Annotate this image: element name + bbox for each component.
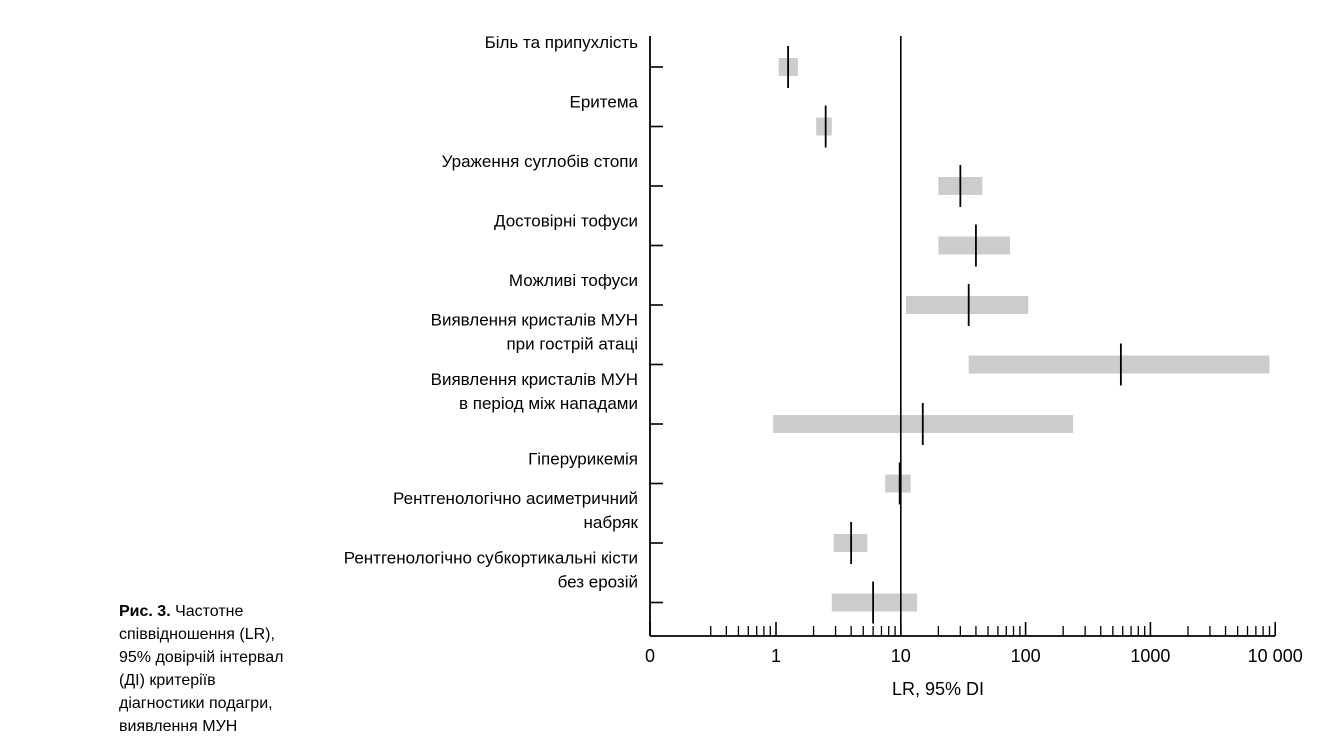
ci-bar [968,355,1270,374]
category-label: при гострій атаці [506,335,638,354]
category-label: Біль та припухлість [485,33,639,52]
ci-bar [905,296,1029,314]
axes: 0 1 10 100 1000 10 000 [645,36,1303,666]
x-tick-label: 10 [891,646,911,666]
category-label: в період між нападами [459,394,638,413]
data-rows [773,46,1270,624]
ci-bar [816,117,832,136]
category-label: Рентгенологічно субкортикальні кісти [344,549,638,568]
category-label: Виявлення кристалів МУН [431,370,638,389]
x-tick-label: 1 [771,646,781,666]
x-axis-title: LR, 95% DI [892,679,984,699]
x-tick-label: 10 000 [1248,646,1303,666]
x-tick-label: 0 [645,646,655,666]
ci-bar [831,593,918,612]
ci-bar [885,474,911,493]
category-label: Еритема [570,93,639,112]
category-label: Рентгенологічно асиметричний [393,489,638,508]
category-label: Ураження суглобів стопи [442,152,638,171]
category-label: набряк [584,513,639,532]
category-label: Виявлення кристалів МУН [431,311,638,330]
category-labels: Біль та припухлість Еритема Ураження сугло… [344,33,639,592]
category-label: Можливі тофуси [509,271,638,290]
x-tick-label: 100 [1011,646,1041,666]
caption-text: Частотне співвідношення (LR), 95% довірч… [119,603,284,735]
caption-figure-number: Рис. 3. [119,603,171,620]
category-label: без ерозій [558,573,638,592]
category-label: Гіперурикемія [528,450,638,469]
ci-bar [938,236,1011,255]
figure-caption: Рис. 3. Частотне співвідношення (LR), 95… [119,600,297,738]
category-label: Достовірні тофуси [494,212,638,231]
x-tick-label: 1000 [1130,646,1170,666]
